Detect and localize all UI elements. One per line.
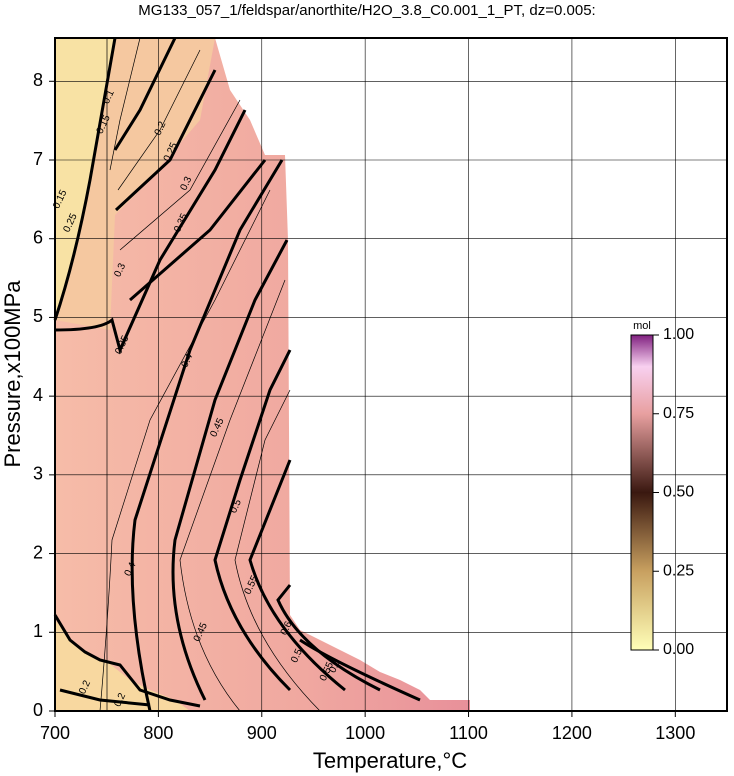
contour-label: 0.6 xyxy=(327,657,343,675)
x-tick-label: 1300 xyxy=(655,723,695,743)
contour-label: 0.4 xyxy=(123,560,139,578)
contour-label: 0.3 xyxy=(179,175,195,193)
contour-label: 0.2 xyxy=(77,678,93,696)
contour-label: 0.1 xyxy=(101,88,117,106)
colorbar-label: mol xyxy=(633,320,651,332)
colorbar-tick-label: 0.50 xyxy=(663,484,694,501)
contour-label: 0.3 xyxy=(112,261,128,279)
x-tick-label: 1200 xyxy=(552,723,592,743)
plot-frame xyxy=(54,37,728,712)
y-axis-label: Pressure,x100MPa xyxy=(0,280,25,468)
colorbar xyxy=(630,334,654,651)
y-tick-label: 3 xyxy=(33,464,43,484)
x-tick-label: 700 xyxy=(40,723,70,743)
x-tick-label: 800 xyxy=(143,723,173,743)
contour-label: 0.5 xyxy=(228,497,244,515)
x-tick-label: 1100 xyxy=(449,723,488,743)
y-tick-label: 2 xyxy=(33,542,43,562)
y-tick-label: 5 xyxy=(33,306,43,326)
y-tick-label: 4 xyxy=(33,385,43,405)
contour-label: 0.6 xyxy=(279,619,295,637)
colorbar-tick-label: 0.25 xyxy=(663,562,694,579)
contour-label: 0.4 xyxy=(180,352,196,370)
x-axis-label: Temperature,°C xyxy=(313,748,467,773)
x-tick-label: 900 xyxy=(247,723,277,743)
colorbar-tick-label: 0.75 xyxy=(663,405,694,422)
colorbar-tick-label: 0.00 xyxy=(663,641,694,658)
y-tick-label: 8 xyxy=(33,70,43,90)
contour-label: 0.5 xyxy=(289,647,305,665)
contour-label: 0.2 xyxy=(153,120,169,138)
chart-title: MG133_057_1/feldspar/anorthite/H2O_3.8_C… xyxy=(138,2,595,19)
y-tick-label: 0 xyxy=(33,700,43,720)
colorbar-tick-label: 1.00 xyxy=(663,326,694,343)
x-tick-label: 1000 xyxy=(345,723,385,743)
contour-field xyxy=(53,37,470,712)
y-tick-label: 6 xyxy=(33,227,43,247)
y-tick-label: 7 xyxy=(33,149,43,169)
y-tick-label: 1 xyxy=(33,621,43,641)
contour-label: 0.2 xyxy=(112,691,128,709)
